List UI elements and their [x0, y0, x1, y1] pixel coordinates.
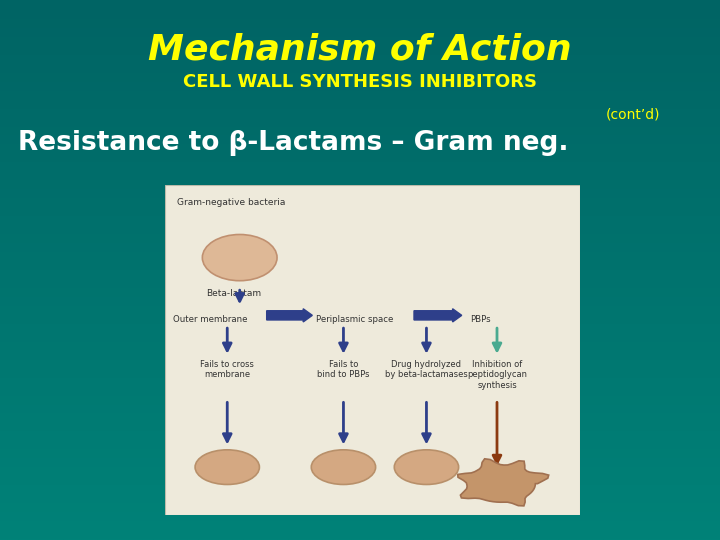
Text: PBPs: PBPs	[470, 315, 490, 324]
Ellipse shape	[202, 234, 277, 281]
Text: Outer membrane: Outer membrane	[174, 315, 248, 324]
Text: Gram-negative bacteria: Gram-negative bacteria	[177, 198, 286, 207]
Text: Cell survives: Cell survives	[317, 463, 370, 471]
Text: Resistance to β-Lactams – Gram neg.: Resistance to β-Lactams – Gram neg.	[18, 130, 569, 156]
Ellipse shape	[395, 450, 459, 484]
Polygon shape	[458, 459, 549, 506]
Text: Fails to
bind to PBPs: Fails to bind to PBPs	[318, 360, 369, 379]
Text: (cont’d): (cont’d)	[606, 108, 660, 122]
Text: Cell survives: Cell survives	[400, 463, 454, 471]
Text: Cell survives: Cell survives	[200, 463, 254, 471]
Ellipse shape	[311, 450, 376, 484]
Text: CELL WALL SYNTHESIS INHIBITORS: CELL WALL SYNTHESIS INHIBITORS	[183, 73, 537, 91]
Text: Fails to cross
membrane: Fails to cross membrane	[200, 360, 254, 379]
Text: Drug hydrolyzed
by beta-lactamases: Drug hydrolyzed by beta-lactamases	[385, 360, 468, 379]
FancyArrow shape	[266, 309, 312, 322]
FancyArrow shape	[414, 309, 462, 322]
Text: Periplasmic space: Periplasmic space	[317, 315, 394, 324]
Text: Mechanism of Action: Mechanism of Action	[148, 33, 572, 67]
FancyBboxPatch shape	[165, 185, 580, 515]
Text: Inhibition of
peptidoglycan
synthesis: Inhibition of peptidoglycan synthesis	[467, 360, 527, 390]
Text: Beta-lactam: Beta-lactam	[207, 288, 261, 298]
Ellipse shape	[195, 450, 259, 484]
Text: Cell killed: Cell killed	[480, 479, 522, 488]
